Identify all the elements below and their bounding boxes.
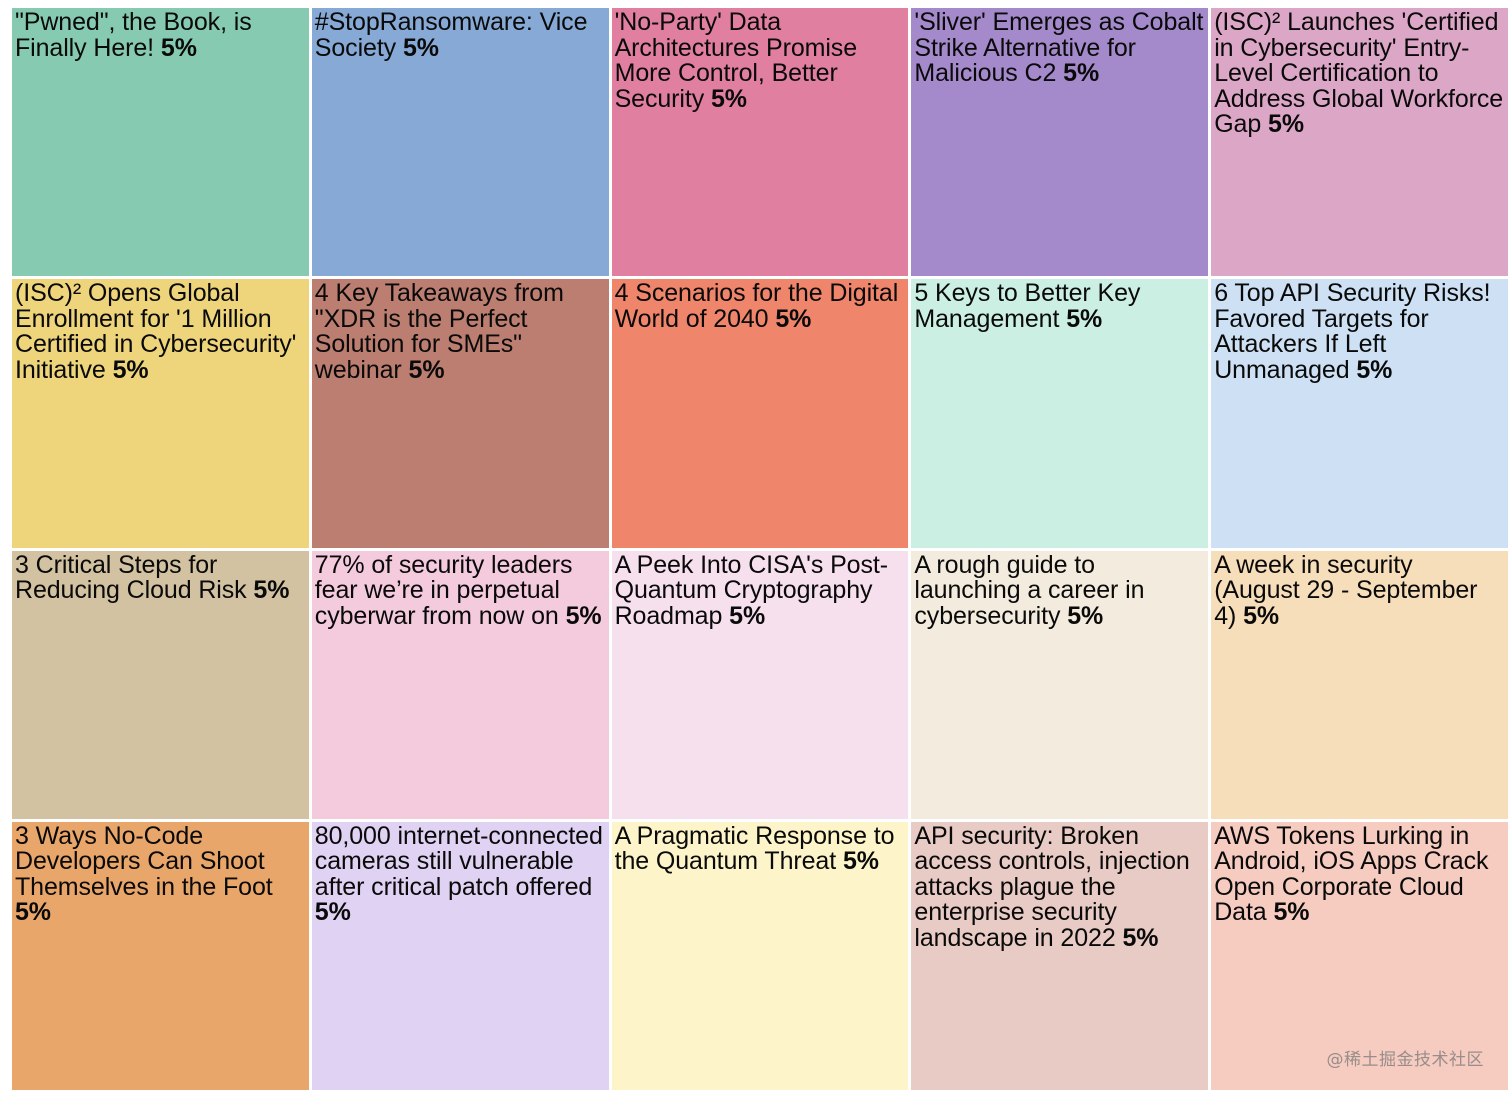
tile-value: 5% [729, 601, 766, 630]
tile-value: 5% [710, 84, 747, 113]
tile-label: AWS Tokens Lurking in Android, iOS Apps … [1214, 821, 1489, 927]
treemap-tile[interactable]: 3 Critical Steps for Reducing Cloud Risk… [12, 550, 309, 819]
tile-value: 5% [1273, 898, 1310, 927]
tile-label: 'Sliver' Emerges as Cobalt Strike Altern… [914, 8, 1204, 87]
tile-value: 5% [253, 576, 290, 604]
tile-label: "Pwned", the Book, is Finally Here! [15, 8, 252, 62]
tile-label: #StopRansomware: Vice Society [314, 8, 588, 62]
treemap-tile[interactable]: #StopRansomware: Vice Society 5% [311, 8, 609, 277]
tile-label: (ISC)² Launches 'Certified in Cybersecur… [1214, 8, 1504, 138]
tile-value: 5% [842, 847, 879, 876]
tile-label: API security: Broken access controls, in… [914, 821, 1190, 952]
tile-label: (ISC)² Opens Global Enrollment for '1 Mi… [15, 279, 297, 384]
tile-label: A Peek Into CISA's Post-Quantum Cryptogr… [614, 550, 888, 630]
treemap-tile[interactable]: API security: Broken access controls, in… [911, 821, 1209, 1090]
tile-label: A week in security (August 29 - Septembe… [1214, 550, 1478, 630]
treemap-chart: "Pwned", the Book, is Finally Here! 5% #S… [12, 8, 1508, 1090]
tile-value: 5% [112, 355, 149, 384]
tile-label: A Pragmatic Response to the Quantum Thre… [614, 821, 895, 876]
treemap-tile[interactable]: 80,000 internet-connected cameras still … [311, 821, 609, 1090]
tile-value: 5% [565, 601, 602, 630]
treemap-tile[interactable]: (ISC)² Opens Global Enrollment for '1 Mi… [12, 279, 309, 548]
treemap-tile[interactable]: AWS Tokens Lurking in Android, iOS Apps … [1211, 821, 1508, 1090]
tile-value: 5% [1243, 601, 1280, 630]
treemap-tile[interactable]: 'No-Party' Data Architectures Promise Mo… [611, 8, 909, 277]
tile-value: 5% [1063, 59, 1100, 87]
tile-label: 6 Top API Security Risks! Favored Target… [1214, 279, 1491, 384]
treemap-tile[interactable]: A rough guide to launching a career in c… [911, 550, 1209, 819]
tile-label: 3 Critical Steps for Reducing Cloud Risk [15, 550, 247, 604]
tile-value: 5% [402, 33, 439, 62]
treemap-tile[interactable]: A week in security (August 29 - Septembe… [1211, 550, 1508, 819]
tile-label: 4 Scenarios for the Digital World of 204… [614, 279, 899, 333]
tile-value: 5% [160, 33, 197, 62]
treemap-tile[interactable]: 4 Key Takeaways from "XDR is the Perfect… [311, 279, 609, 548]
tile-label: 4 Key Takeaways from "XDR is the Perfect… [314, 279, 564, 384]
tile-label: 'No-Party' Data Architectures Promise Mo… [614, 8, 858, 113]
tile-value: 5% [1066, 304, 1103, 333]
treemap-tile[interactable]: A Pragmatic Response to the Quantum Thre… [611, 821, 909, 1090]
tile-value: 5% [15, 898, 51, 927]
watermark: @稀土掘金技术社区 [1326, 1050, 1484, 1070]
treemap-tile[interactable]: 6 Top API Security Risks! Favored Target… [1211, 279, 1508, 548]
treemap-tile[interactable]: 77% of security leaders fear we’re in pe… [311, 550, 609, 819]
tile-value: 5% [1268, 110, 1304, 138]
tile-value: 5% [1122, 923, 1159, 952]
tile-value: 5% [775, 304, 812, 333]
treemap-tile[interactable]: 4 Scenarios for the Digital World of 204… [611, 279, 909, 548]
treemap-tile[interactable]: A Peek Into CISA's Post-Quantum Cryptogr… [611, 550, 909, 819]
tile-value: 5% [1067, 601, 1104, 630]
tile-label: 80,000 internet-connected cameras still … [314, 821, 603, 901]
tile-value: 5% [314, 898, 351, 927]
treemap-tile[interactable]: 3 Ways No-Code Developers Can Shoot Them… [12, 821, 309, 1090]
treemap-tile[interactable]: 5 Keys to Better Key Management 5% [911, 279, 1209, 548]
tile-value: 5% [1356, 355, 1393, 384]
tile-label: 77% of security leaders fear we’re in pe… [314, 550, 573, 630]
tile-label: A rough guide to launching a career in c… [914, 550, 1145, 630]
treemap-tile[interactable]: "Pwned", the Book, is Finally Here! 5% [12, 8, 309, 277]
tile-label: 5 Keys to Better Key Management [914, 279, 1141, 333]
treemap-tile[interactable]: (ISC)² Launches 'Certified in Cybersecur… [1211, 8, 1508, 277]
treemap-tile[interactable]: 'Sliver' Emerges as Cobalt Strike Altern… [911, 8, 1209, 277]
tile-label: 3 Ways No-Code Developers Can Shoot Them… [15, 821, 273, 901]
tile-value: 5% [408, 355, 445, 384]
